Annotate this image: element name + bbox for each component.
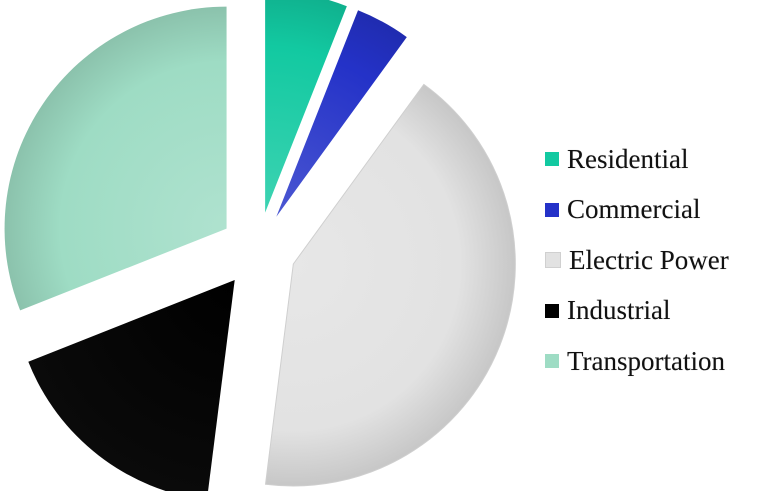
legend-item-commercial: Commercial bbox=[545, 185, 765, 236]
legend-item-transportation: Transportation bbox=[545, 336, 765, 387]
pie-slice-transportation bbox=[4, 6, 227, 311]
legend: Residential Commercial Electric Power In… bbox=[545, 134, 765, 387]
legend-swatch-electric-power bbox=[545, 252, 561, 269]
pie-slice-electric-power bbox=[264, 83, 516, 487]
pie-slices bbox=[4, 0, 516, 491]
legend-swatch-commercial bbox=[545, 202, 559, 217]
legend-item-industrial: Industrial bbox=[545, 286, 765, 337]
pie-slice-industrial bbox=[28, 280, 235, 491]
legend-swatch-residential bbox=[545, 152, 559, 167]
legend-item-residential: Residential bbox=[545, 134, 765, 185]
legend-swatch-transportation bbox=[545, 354, 559, 369]
pie-slice-commercial bbox=[276, 10, 407, 217]
legend-label-industrial: Industrial bbox=[567, 295, 671, 326]
legend-item-electric-power: Electric Power bbox=[545, 235, 765, 286]
pie-slice-residential bbox=[265, 0, 347, 213]
legend-label-electric-power: Electric Power bbox=[569, 244, 729, 275]
legend-label-residential: Residential bbox=[567, 143, 689, 174]
legend-label-commercial: Commercial bbox=[567, 194, 701, 225]
legend-swatch-industrial bbox=[545, 303, 559, 318]
legend-label-transportation: Transportation bbox=[567, 345, 726, 376]
